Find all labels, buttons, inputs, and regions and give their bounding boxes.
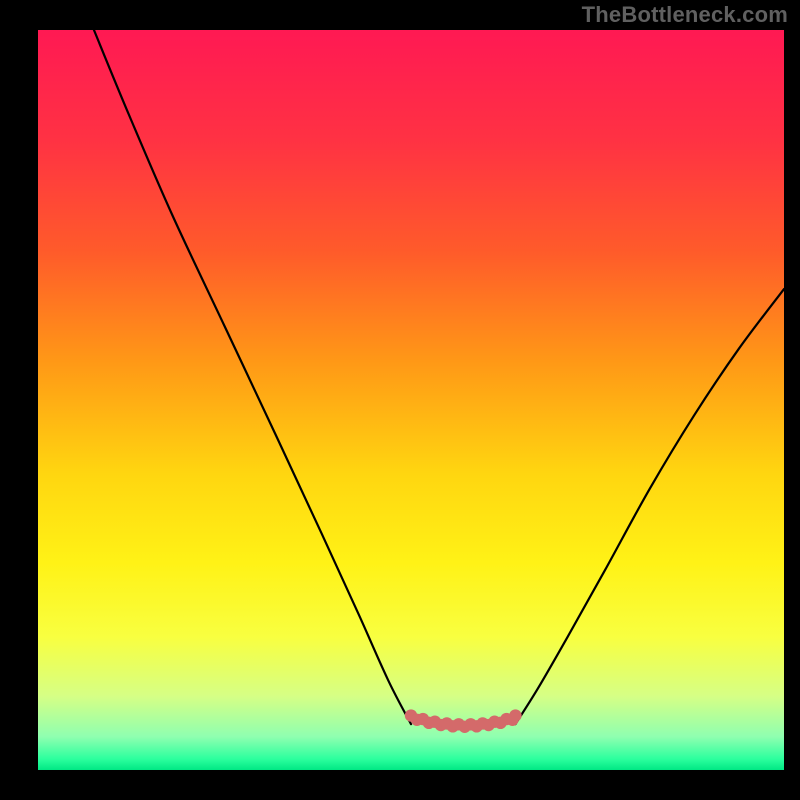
watermark-text: TheBottleneck.com [582, 2, 788, 28]
curve-right-branch [515, 289, 784, 724]
chart-frame: TheBottleneck.com [0, 0, 800, 800]
curve-left-branch [94, 30, 411, 724]
bottom-marker-group [405, 709, 522, 733]
plot-area [38, 30, 784, 770]
bottom-marker [509, 709, 521, 721]
chart-svg [38, 30, 784, 770]
